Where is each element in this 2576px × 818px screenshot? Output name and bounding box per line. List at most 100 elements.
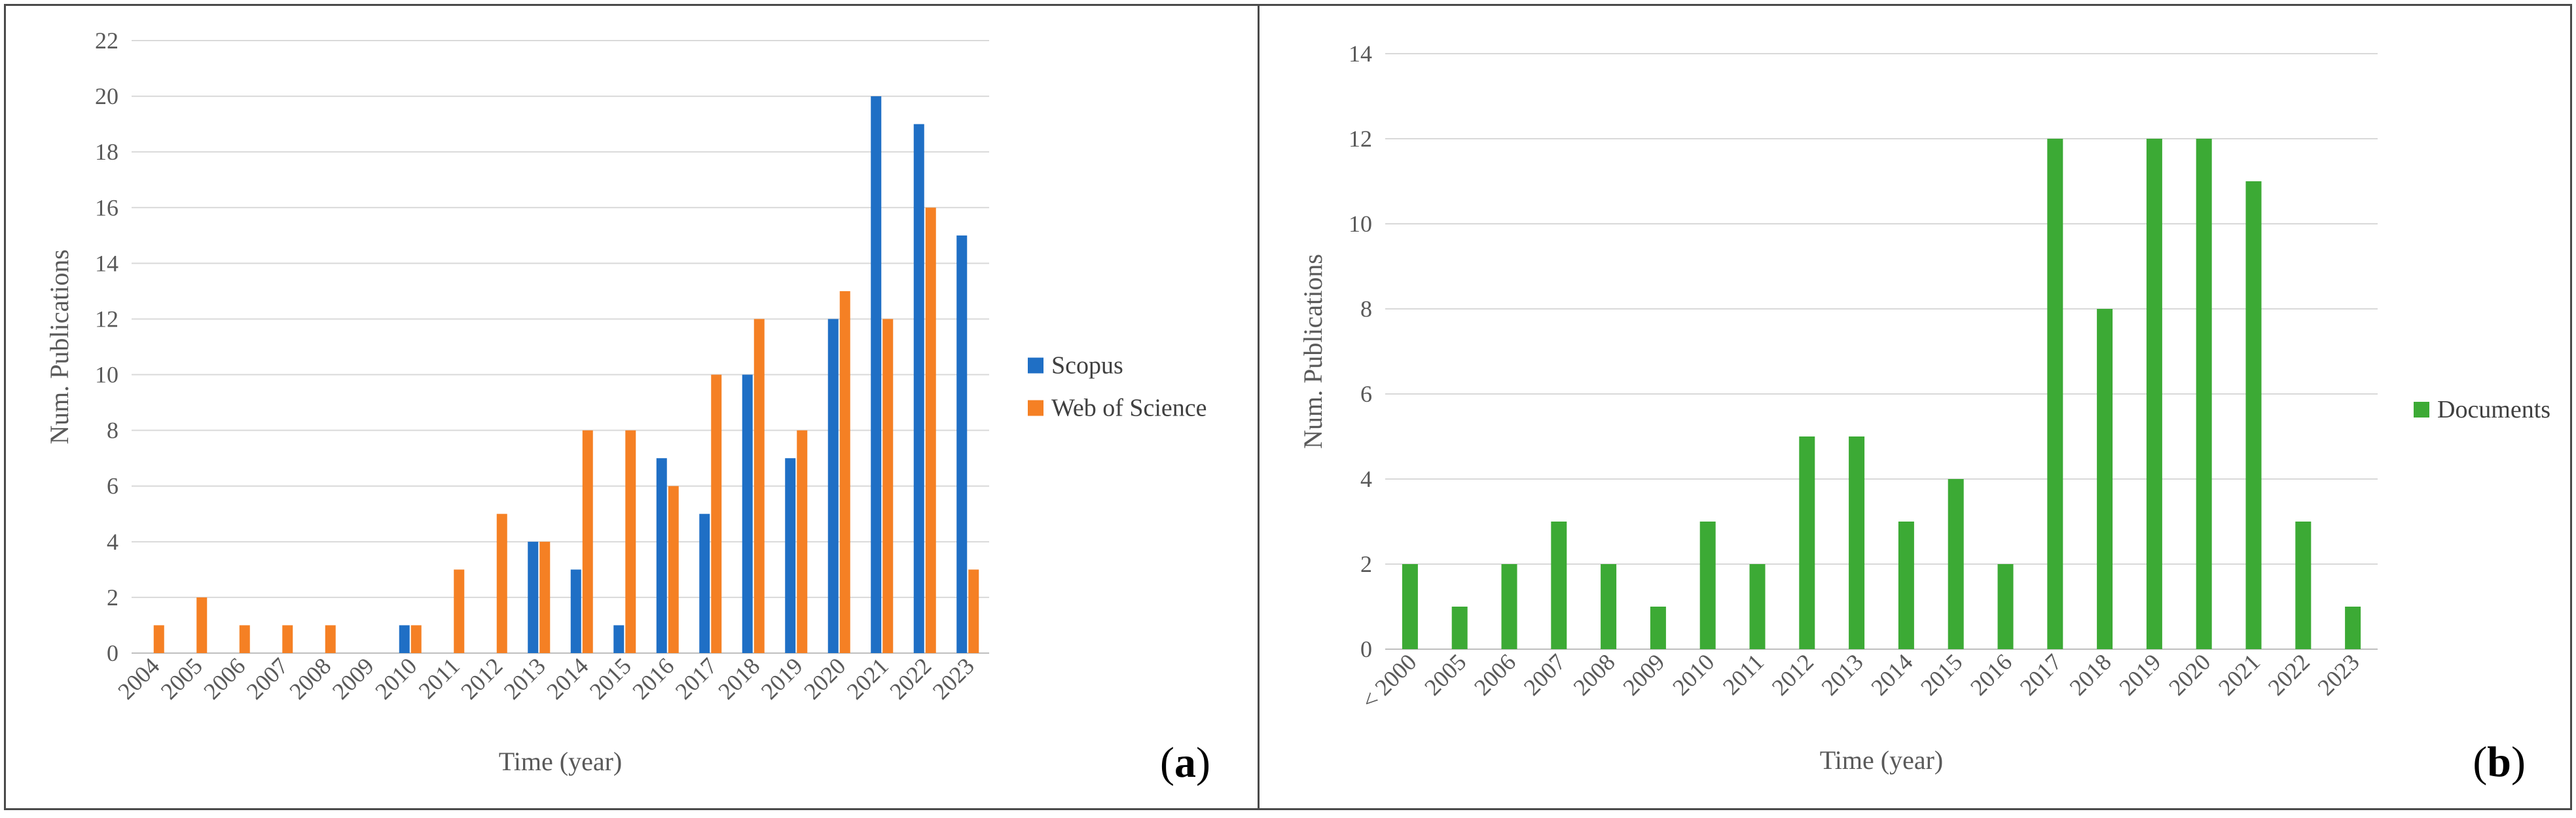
bar-scopus-2014 [570, 569, 581, 653]
x-tick-label: 2021 [842, 652, 894, 704]
chart-panel-b: 0 2 4 6 8 10 12 14 < 2000 2005 2006 2007 2008 2009 201… [1258, 4, 2572, 810]
bar-documents-2000 [1402, 564, 1418, 649]
bar-scopus-2021 [871, 96, 882, 653]
x-tick-label: 2023 [2313, 649, 2365, 700]
bar-web-of-science-2007 [282, 625, 293, 653]
x-tick-label: 2005 [1419, 649, 1471, 700]
x-tick-label: 2018 [2065, 649, 2116, 700]
bar-web-of-science-2004 [153, 625, 164, 653]
bar-web-of-science-2018 [753, 319, 765, 653]
bar-scopus-2022 [913, 124, 924, 654]
panel-label-close: ) [1196, 739, 1210, 787]
y-tick-label: 14 [1349, 41, 1372, 67]
x-tick-label: 2009 [327, 652, 379, 704]
legend-swatch-documents [2414, 402, 2429, 418]
bar-web-of-science-2006 [239, 625, 250, 653]
bar-scopus-2013 [528, 541, 539, 653]
y-tick-label: 8 [107, 418, 118, 444]
bar-web-of-science-2023 [968, 569, 979, 653]
panel-label-b: (b) [2473, 738, 2526, 786]
bar-web-of-science-2011 [454, 569, 465, 653]
bar-web-of-science-2016 [668, 486, 679, 653]
x-tick-label: 2021 [2213, 649, 2265, 700]
x-tick-label: 2006 [198, 652, 250, 704]
panel-label-letter: b [2487, 738, 2511, 786]
x-tick-label: 2008 [284, 652, 336, 704]
bar-web-of-science-2008 [325, 625, 336, 653]
bar-scopus-2016 [656, 458, 667, 653]
y-tick-label: 4 [107, 529, 118, 555]
bar-documents-2006 [1501, 564, 1517, 649]
y-tick-label: 12 [1349, 126, 1372, 152]
y-tick-label: 0 [1360, 636, 1372, 662]
bar-web-of-science-2005 [196, 597, 208, 653]
bar-scopus-2019 [785, 458, 796, 653]
bar-scopus-2020 [827, 319, 839, 653]
bar-scopus-2010 [399, 625, 410, 653]
x-tick-label: 2015 [1915, 649, 1967, 700]
bar-documents-2020 [2196, 139, 2212, 649]
x-tick-label: 2008 [1569, 649, 1620, 700]
bar-documents-2008 [1601, 564, 1617, 649]
x-tick-label: 2020 [799, 652, 850, 704]
x-tick-label: 2011 [414, 652, 465, 703]
y-tick-label: 16 [95, 194, 118, 221]
bar-web-of-science-2014 [582, 430, 593, 653]
x-tick-label: 2017 [670, 652, 722, 704]
bar-documents-2022 [2295, 522, 2312, 649]
y-tick-label: 22 [95, 27, 118, 54]
bar-documents-2013 [1849, 436, 1865, 649]
legend-label-web-of-science: Web of Science [1051, 395, 1207, 422]
y-tick-label: 6 [1360, 381, 1372, 407]
chart-a-svg: 0246810121416182022200420052006200720082… [45, 27, 1210, 787]
y-tick-label: 2 [107, 584, 118, 611]
panel-label-letter: a [1174, 739, 1196, 787]
x-tick-label: 2014 [541, 652, 593, 704]
bar-web-of-science-2021 [882, 319, 894, 653]
bar-documents-2012 [1799, 436, 1815, 649]
legend-label-documents: Documents [2437, 396, 2550, 423]
bar-documents-2018 [2097, 309, 2113, 649]
x-tick-label: 2023 [928, 652, 979, 704]
y-tick-label: 6 [107, 473, 118, 499]
y-axis-title: Num. Publications [45, 249, 74, 444]
x-tick-label: 2017 [2015, 649, 2067, 700]
bar-documents-2009 [1650, 607, 1666, 649]
x-tick-label: 2012 [1767, 649, 1819, 700]
x-tick-label: 2007 [1519, 649, 1570, 700]
legend-swatch-scopus [1028, 357, 1043, 374]
bar-documents-2023 [2345, 607, 2361, 649]
y-axis-title: Num. Publications [1298, 254, 1328, 449]
x-tick-label: 2016 [627, 652, 679, 704]
panel-label-open: ( [2473, 738, 2487, 786]
x-tick-label: 2014 [1866, 649, 1917, 700]
x-tick-label: 2022 [2263, 649, 2315, 700]
bar-web-of-science-2017 [711, 374, 722, 653]
bar-web-of-science-2015 [625, 430, 636, 653]
x-tick-label: 2015 [585, 652, 636, 704]
x-tick-label: 2013 [499, 652, 551, 704]
x-axis-title: Time (year) [499, 747, 622, 776]
y-tick-label: 12 [95, 306, 118, 332]
bar-documents-2011 [1749, 564, 1766, 649]
x-tick-label: 2005 [156, 652, 208, 704]
bar-documents-2021 [2245, 181, 2262, 649]
x-tick-label: 2016 [1965, 649, 2017, 700]
panel-label-open: ( [1160, 739, 1174, 787]
bar-scopus-2015 [613, 625, 625, 653]
bar-web-of-science-2013 [539, 541, 551, 653]
chart-panel-a: 0 2 4 6 8 10 12 14 16 18 20 22 2004 2005 2006 2007 2008 2… [4, 4, 1260, 810]
x-tick-label: 2019 [2114, 649, 2166, 700]
bar-scopus-2018 [742, 374, 753, 653]
bar-documents-2007 [1551, 522, 1567, 649]
legend-swatch-web-of-science [1028, 400, 1043, 416]
x-tick-label: 2020 [2164, 649, 2215, 700]
y-tick-label: 2 [1360, 551, 1372, 577]
bar-documents-2017 [2047, 139, 2063, 649]
bar-documents-2005 [1451, 607, 1468, 649]
x-tick-label: 2022 [884, 652, 936, 704]
x-tick-label: 2006 [1469, 649, 1521, 700]
bar-scopus-2023 [956, 235, 968, 653]
y-tick-label: 14 [95, 250, 118, 276]
y-tick-label: 20 [95, 83, 118, 109]
